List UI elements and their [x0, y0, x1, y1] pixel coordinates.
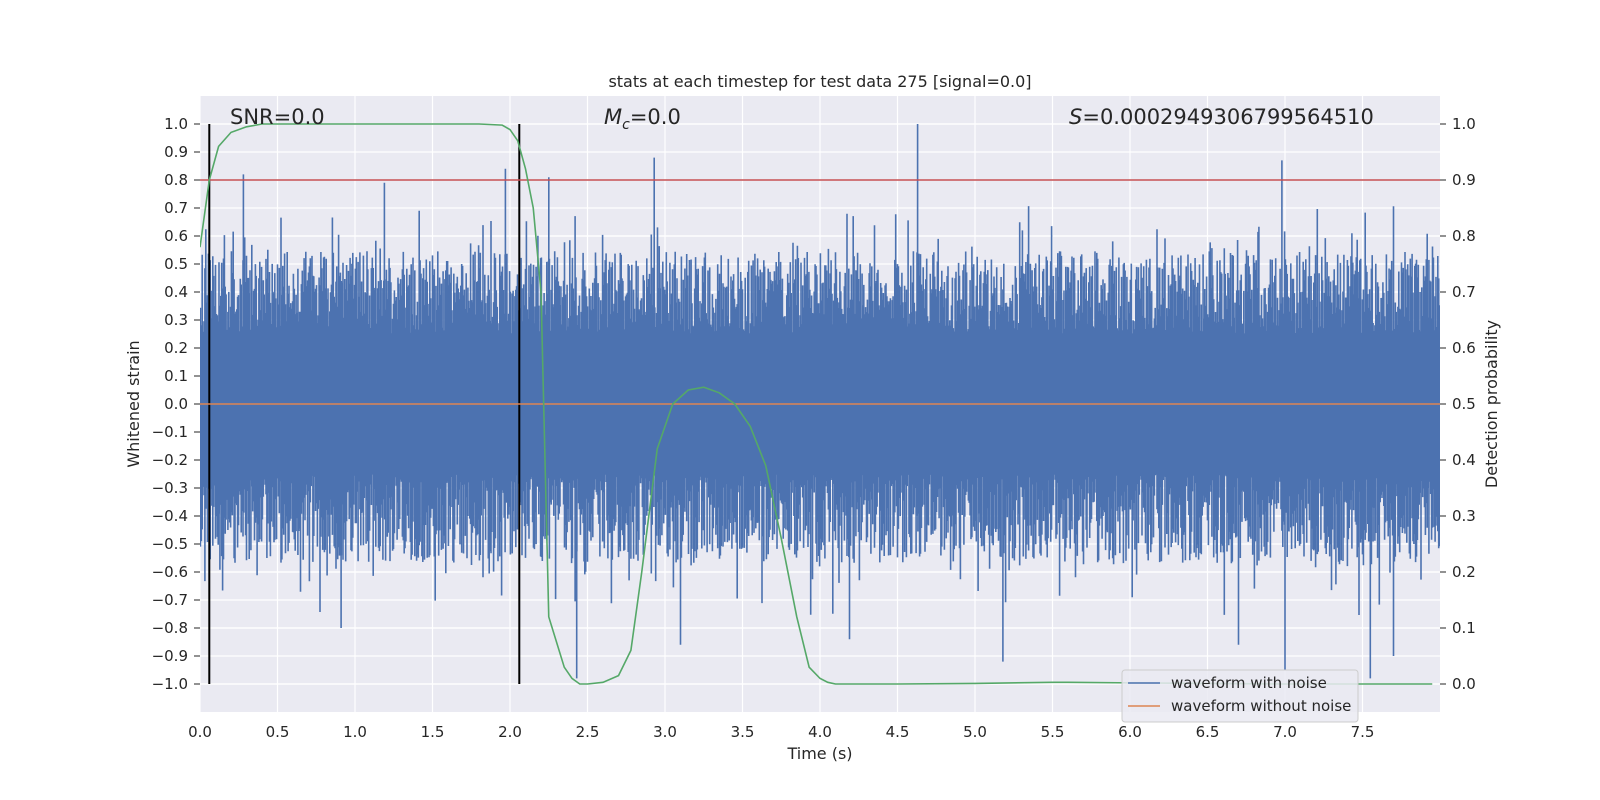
y2-axis-label: Detection probability: [1482, 320, 1501, 488]
legend-label-waveform-without-noise: waveform without noise: [1171, 697, 1351, 715]
x-tick-label: 4.0: [808, 723, 832, 741]
y-tick-label: −0.7: [152, 591, 188, 609]
y-tick-label: −0.1: [152, 423, 188, 441]
y2-tick-label: 0.8: [1452, 227, 1476, 245]
y-tick-label: 1.0: [164, 115, 188, 133]
y-tick-label: 0.6: [164, 227, 188, 245]
x-tick-label: 1.0: [343, 723, 367, 741]
x-tick-label: 7.0: [1273, 723, 1297, 741]
x-tick-label: 2.5: [576, 723, 600, 741]
y2-tick-label: 0.7: [1452, 283, 1476, 301]
legend-label-waveform-with-noise: waveform with noise: [1171, 674, 1327, 692]
x-tick-label: 2.0: [498, 723, 522, 741]
y2-tick-label: 0.5: [1452, 395, 1476, 413]
snr-annotation: SNR=0.0: [230, 105, 325, 129]
y-tick-label: 0.4: [164, 283, 188, 301]
detection-probability-line: [200, 123, 1433, 685]
x-tick-label: 5.0: [963, 723, 987, 741]
x-tick-label: 3.0: [653, 723, 677, 741]
score-annotation: S=0.0002949306799564510: [1069, 105, 1374, 129]
y-tick-label: 0.7: [164, 199, 188, 217]
y-tick-label: −0.4: [152, 507, 188, 525]
x-tick-label: 3.5: [731, 723, 755, 741]
y-tick-label: −0.5: [152, 535, 188, 553]
x-tick-label: 0.0: [188, 723, 212, 741]
x-tick-label: 1.5: [421, 723, 445, 741]
y-tick-label: 0.1: [164, 367, 188, 385]
legend-box: [1121, 669, 1359, 723]
x-tick-label: 0.5: [266, 723, 290, 741]
line-series: [200, 123, 1440, 685]
x-tick-label: 4.5: [886, 723, 910, 741]
x-tick-label: 6.5: [1196, 723, 1220, 741]
axis-ticks: 0.0 0.5 1.0 1.5 2.0 2.5 3.0 3.5 4.0 4.5 5.0 5.5 6.0 6…: [152, 115, 1476, 741]
y-tick-label: 0.9: [164, 143, 188, 161]
x-tick-label: 6.0: [1118, 723, 1142, 741]
y-tick-label: −0.6: [152, 563, 188, 581]
y2-tick-label: 0.4: [1452, 451, 1476, 469]
y-tick-label: −0.2: [152, 451, 188, 469]
y-axis-label: Whitened strain: [124, 340, 143, 467]
y-tick-label: −1.0: [152, 675, 188, 693]
y-tick-label: 0.3: [164, 311, 188, 329]
y2-tick-label: 0.1: [1452, 619, 1476, 637]
y2-tick-label: 0.6: [1452, 339, 1476, 357]
y-tick-label: 0.5: [164, 255, 188, 273]
y-tick-label: 0.0: [164, 395, 188, 413]
y-tick-label: −0.9: [152, 647, 188, 665]
x-tick-label: 5.5: [1041, 723, 1065, 741]
chart-title: stats at each timestep for test data 275…: [608, 72, 1031, 91]
y2-tick-label: 1.0: [1452, 115, 1476, 133]
y2-tick-label: 0.3: [1452, 507, 1476, 525]
y2-tick-label: 0.2: [1452, 563, 1476, 581]
chirp-mass-annotation: Mc=0.0: [604, 105, 681, 133]
y2-tick-label: 0.9: [1452, 171, 1476, 189]
y2-tick-label: 0.0: [1452, 675, 1476, 693]
y-tick-label: −0.8: [152, 619, 188, 637]
y-tick-label: 0.8: [164, 171, 188, 189]
x-tick-label: 7.5: [1351, 723, 1375, 741]
x-axis-label: Time (s): [786, 744, 852, 763]
legend: waveform with noise waveform without noi…: [1121, 669, 1359, 723]
y-tick-label: −0.3: [152, 479, 188, 497]
y-tick-label: 0.2: [164, 339, 188, 357]
